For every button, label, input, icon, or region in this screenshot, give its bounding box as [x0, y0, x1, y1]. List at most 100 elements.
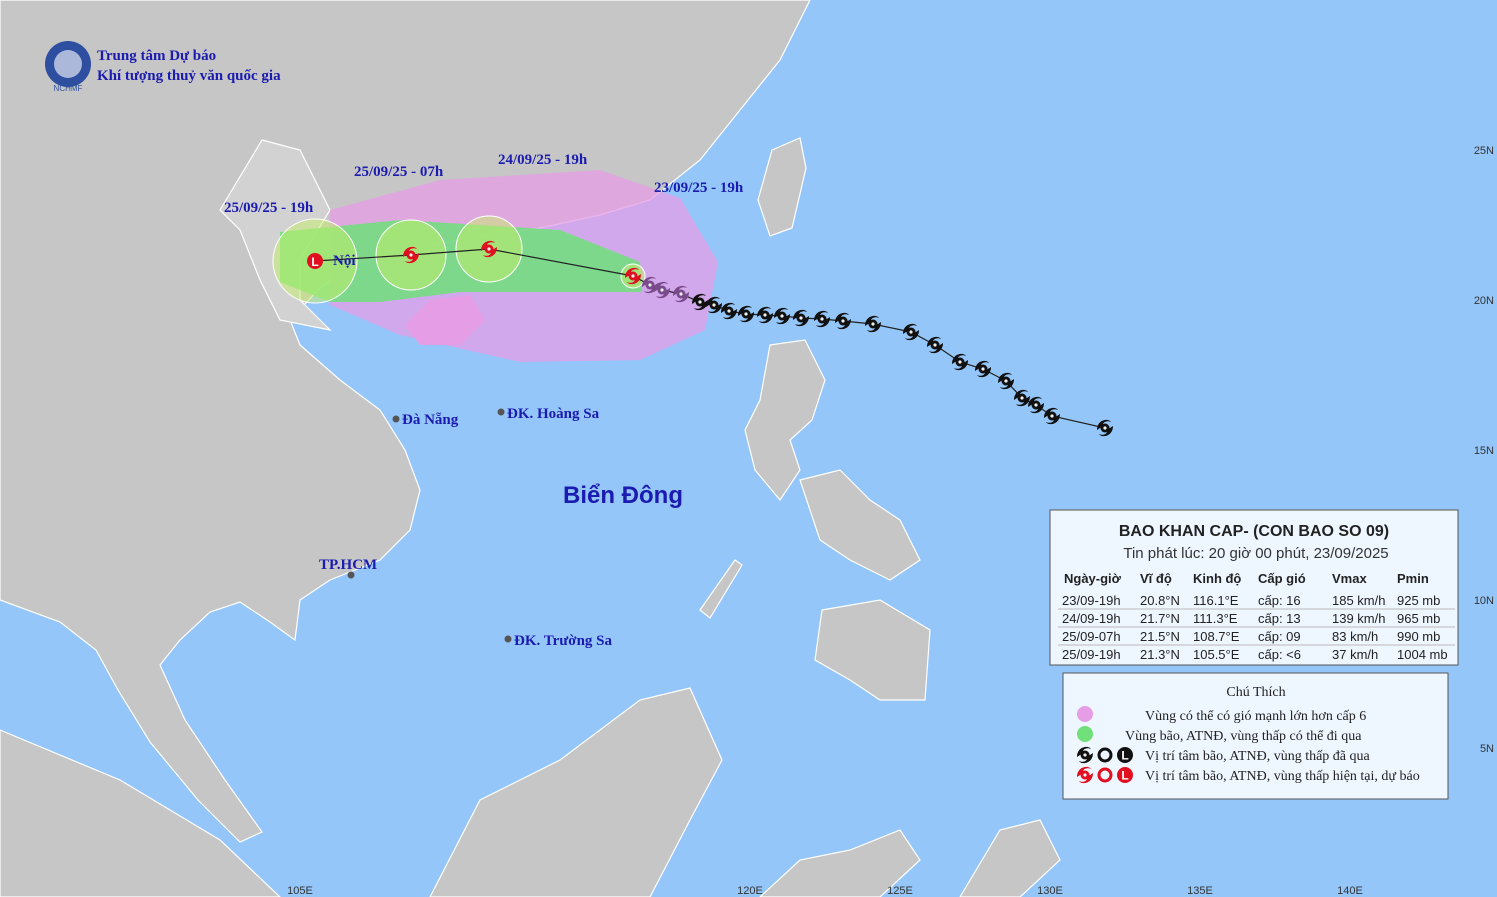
- storm-icon: [1028, 396, 1044, 414]
- bulletin-table: Ngày-giờ Vĩ độ Kinh độ Cấp gió Vmax Pmin 23/09…: [1058, 571, 1455, 662]
- time-label: 24/09/25 - 19h: [498, 152, 588, 168]
- storm-icon-center: [981, 367, 985, 371]
- legend-item: Vị trí tâm bão, ATNĐ, vùng thấp đã qua: [1145, 749, 1371, 764]
- axis-labels: 25N 20N 15N 10N 5N 105E 120E 125E 130E 135E 140E: [287, 145, 1494, 897]
- legend-low: [1117, 767, 1133, 783]
- hainan: [405, 295, 485, 345]
- place-dot: [392, 415, 400, 423]
- storm-icon-center: [871, 322, 875, 326]
- legend-low-letter: L: [1121, 749, 1128, 763]
- past-positions: [642, 276, 1113, 437]
- logo-text: NCHMF: [54, 84, 83, 93]
- storm-icon-center: [727, 309, 731, 313]
- legend-item: Vùng có thể có gió mạnh lớn hơn cấp 6: [1145, 709, 1366, 724]
- time-label: 25/09/25 - 19h: [224, 200, 314, 216]
- legend-swatch: [1077, 706, 1093, 722]
- storm-icon-center: [933, 343, 937, 347]
- table-cell: 21.5°N: [1140, 629, 1180, 644]
- table-cell: 1004 mb: [1397, 647, 1448, 662]
- table-cell: 965 mb: [1397, 611, 1440, 626]
- storm-icon-center: [679, 292, 683, 296]
- time-label: 23/09/25 - 19h: [654, 180, 744, 196]
- place-dot: [504, 635, 512, 643]
- lon-label: 135E: [1187, 885, 1213, 897]
- storm-icon-center: [1083, 753, 1087, 757]
- storm-icon: [903, 323, 919, 341]
- table-cell: 990 mb: [1397, 629, 1440, 644]
- sea-label: Biển Đông: [563, 482, 683, 509]
- storm-icon-center: [409, 253, 413, 257]
- place-label: TP.HCM: [319, 557, 377, 573]
- table-cell: cấp: 13: [1258, 611, 1301, 626]
- storm-icon: [865, 315, 881, 333]
- storm-icon: [793, 309, 809, 327]
- lat-label: 5N: [1480, 743, 1494, 755]
- table-header: Cấp gió: [1258, 571, 1306, 586]
- table-cell: 83 km/h: [1332, 629, 1378, 644]
- storm-icon-center: [1083, 773, 1087, 777]
- legend-ring: [1097, 747, 1113, 763]
- storm-icon-center: [958, 360, 962, 364]
- storm-icon-center: [909, 330, 913, 334]
- place-label: Nội: [333, 253, 356, 269]
- low-marker: [307, 253, 323, 269]
- storm-icon: [654, 281, 670, 299]
- place-label: ĐK. Trường Sa: [514, 633, 613, 649]
- storm-icon: [835, 312, 851, 330]
- table-cell: 24/09-19h: [1062, 611, 1121, 626]
- storm-icon-center: [780, 314, 784, 318]
- place-dot: [497, 408, 505, 416]
- org-line1: Trung tâm Dự báo: [97, 48, 216, 64]
- storm-icon: [721, 302, 737, 320]
- storm-icon: [642, 276, 658, 294]
- storm-icon-center: [1103, 426, 1107, 430]
- bulletin-issued: Tin phát lúc: 20 giờ 00 phút, 23/09/2025: [1123, 545, 1388, 562]
- lon-label: 125E: [887, 885, 913, 897]
- storm-icon-center: [820, 317, 824, 321]
- storm-icon-center: [712, 303, 716, 307]
- legend-low-letter: L: [1121, 769, 1128, 783]
- bulletin-box: [1049, 509, 1459, 666]
- table-cell: 105.5°E: [1193, 647, 1240, 662]
- table-cell: 25/09-19h: [1062, 647, 1121, 662]
- storm-icon: [625, 267, 641, 285]
- lon-label: 140E: [1337, 885, 1363, 897]
- table-header: Ngày-giờ: [1064, 571, 1122, 586]
- legend-item: Vị trí tâm bão, ATNĐ, vùng thấp hiện tại…: [1145, 769, 1420, 784]
- storm-icon: [1077, 746, 1093, 764]
- storm-icon: [1014, 389, 1030, 407]
- storm-icon: [692, 293, 708, 311]
- storm-icon-center: [763, 313, 767, 317]
- table-cell: 37 km/h: [1332, 647, 1378, 662]
- lon-label: 130E: [1037, 885, 1063, 897]
- storm-icon: [814, 310, 830, 328]
- storm-icon: [673, 285, 689, 303]
- bulletin-title: BAO KHAN CAP- (CON BAO SO 09): [1119, 523, 1389, 540]
- storm-icon: [774, 307, 790, 325]
- table-cell: 21.7°N: [1140, 611, 1180, 626]
- storm-icon-center: [1020, 396, 1024, 400]
- table-cell: 21.3°N: [1140, 647, 1180, 662]
- storm-icon: [998, 372, 1014, 390]
- forecast-positions: [403, 240, 641, 285]
- storm-icon-center: [648, 283, 652, 287]
- table-cell: 23/09-19h: [1062, 593, 1121, 608]
- storm-icon: [1077, 766, 1093, 784]
- table-cell: cấp: <6: [1258, 647, 1301, 662]
- table-cell: 108.7°E: [1193, 629, 1240, 644]
- table-cell: 139 km/h: [1332, 611, 1385, 626]
- place-label: Đà Nẵng: [402, 412, 459, 428]
- storm-icon: [975, 360, 991, 378]
- table-cell: 116.1°E: [1193, 593, 1239, 608]
- storm-icon-center: [841, 319, 845, 323]
- storm-icon-center: [1004, 379, 1008, 383]
- place-label: ĐK. Hoàng Sa: [507, 406, 600, 422]
- table-header: Pmin: [1397, 571, 1429, 586]
- logo: NCHMF: [45, 41, 91, 93]
- storm-icon: [1097, 419, 1113, 437]
- storm-icon: [706, 296, 722, 314]
- storm-icon-center: [660, 288, 664, 292]
- lat-label: 15N: [1474, 445, 1494, 457]
- table-cell: cấp: 09: [1258, 629, 1301, 644]
- storm-icon-center: [1050, 414, 1054, 418]
